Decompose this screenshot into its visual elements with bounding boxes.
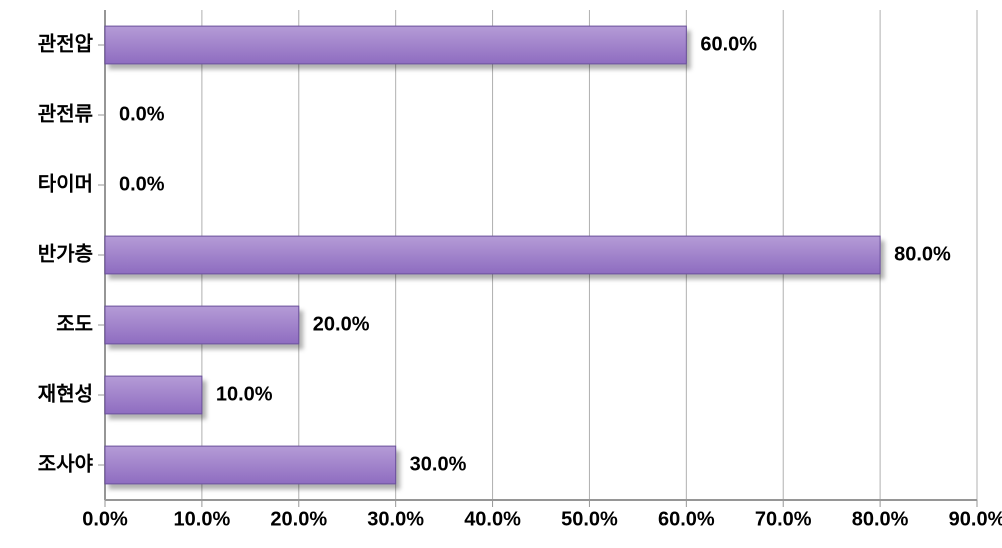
x-tick-label: 50.0% (561, 509, 618, 531)
x-tick-label: 30.0% (367, 509, 424, 531)
data-label: 80.0% (894, 243, 951, 265)
y-tick-label: 관전압 (38, 32, 94, 55)
bar (105, 306, 299, 344)
x-tick-label: 60.0% (658, 509, 715, 531)
x-tick-label: 80.0% (852, 509, 909, 531)
x-tick-label: 10.0% (174, 509, 231, 531)
chart-container: 0.0% 10.0% 20.0% 30.0% 40.0% 50.0% 60.0% 70.0% 8… (0, 0, 1002, 548)
y-tick-label: 재현성 (38, 382, 93, 405)
x-tick-label: 70.0% (755, 509, 812, 531)
bar-chart: 0.0% 10.0% 20.0% 30.0% 40.0% 50.0% 60.0% 70.0% 8… (0, 0, 1002, 548)
x-tick-label: 20.0% (270, 509, 327, 531)
bar (105, 26, 686, 64)
bar (105, 236, 880, 274)
bar (105, 446, 396, 484)
data-label: 0.0% (119, 103, 165, 125)
x-tick-label: 0.0% (82, 509, 128, 531)
bar (105, 376, 202, 414)
data-label: 60.0% (700, 33, 757, 55)
y-tick-label: 타이머 (38, 172, 93, 195)
data-label: 20.0% (313, 313, 370, 335)
data-label: 10.0% (216, 383, 273, 405)
y-tick-label: 조사야 (38, 452, 94, 475)
y-tick-label: 관전류 (38, 102, 93, 125)
data-label: 30.0% (410, 453, 467, 475)
y-tick-label: 조도 (56, 313, 93, 335)
x-tick-label: 40.0% (464, 509, 521, 531)
data-label: 0.0% (119, 173, 165, 195)
x-tick-label: 90.0% (949, 509, 1002, 531)
y-tick-label: 반가층 (38, 242, 93, 265)
